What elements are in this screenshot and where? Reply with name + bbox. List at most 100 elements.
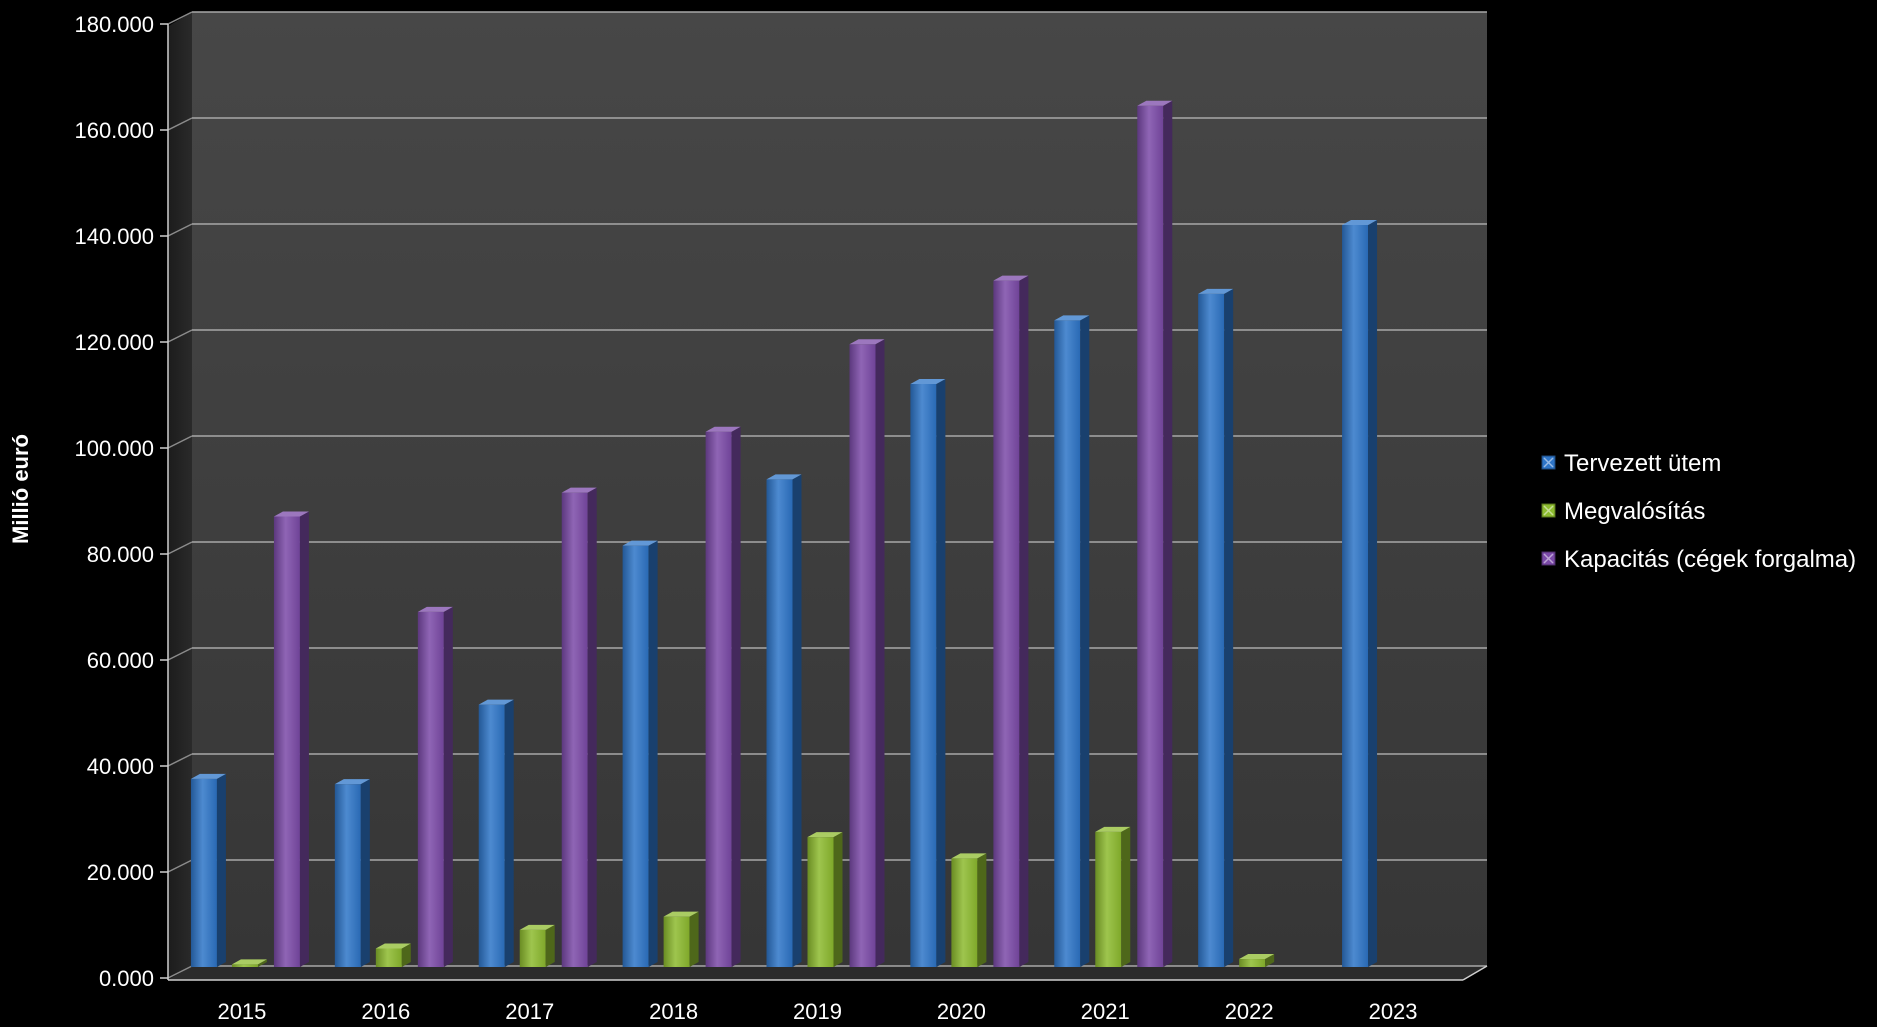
bar-top bbox=[1054, 315, 1090, 321]
bar bbox=[766, 474, 802, 967]
bar bbox=[1054, 315, 1090, 967]
bar-side bbox=[587, 487, 597, 967]
gridline-side bbox=[167, 435, 193, 449]
bar-top bbox=[993, 275, 1029, 281]
bar bbox=[478, 699, 514, 967]
bar-front bbox=[849, 344, 876, 967]
legend-swatch-mark bbox=[1543, 553, 1554, 564]
bar-side bbox=[360, 779, 370, 967]
legend-item: Tervezett ütem bbox=[1541, 450, 1721, 477]
bar-side bbox=[936, 379, 946, 967]
legend-item: Megvalósítás bbox=[1541, 498, 1705, 525]
bar-top bbox=[1095, 826, 1131, 832]
bar-side bbox=[977, 853, 987, 967]
bar bbox=[705, 426, 741, 967]
bar-front bbox=[622, 545, 649, 967]
y-tick-label: 20.000 bbox=[87, 860, 154, 885]
bar-side bbox=[1163, 100, 1173, 967]
bar-side bbox=[545, 924, 555, 967]
legend-swatch-mark bbox=[1543, 505, 1554, 516]
y-axis-title: Millió euró bbox=[8, 434, 33, 544]
x-tick-label: 2016 bbox=[361, 999, 410, 1022]
bar-front bbox=[190, 778, 217, 967]
bar-side bbox=[731, 426, 741, 967]
bar bbox=[417, 606, 453, 967]
bar-top bbox=[231, 959, 267, 965]
y-tick-label: 140.000 bbox=[74, 224, 154, 249]
bar-side bbox=[216, 773, 226, 967]
bar-side bbox=[1224, 288, 1234, 967]
y-tick-label: 180.000 bbox=[74, 12, 154, 37]
bar-front bbox=[807, 837, 834, 967]
legend-label: Kapacitás (cégek forgalma) bbox=[1564, 546, 1856, 573]
bar-side bbox=[1368, 220, 1378, 967]
bar-front bbox=[561, 492, 588, 967]
bar-side bbox=[443, 606, 453, 967]
bar-front bbox=[375, 948, 402, 967]
x-tick-label: 2023 bbox=[1369, 999, 1418, 1022]
bar-front bbox=[417, 611, 444, 967]
bar bbox=[561, 487, 597, 967]
bar-side bbox=[689, 911, 699, 967]
bar bbox=[1239, 954, 1275, 967]
bar-top bbox=[417, 606, 453, 612]
bar-top bbox=[1198, 288, 1234, 294]
bar-front bbox=[334, 784, 361, 967]
bar-top bbox=[910, 379, 946, 384]
gridline-side bbox=[167, 541, 193, 555]
y-tick-label: 160.000 bbox=[74, 118, 154, 143]
gridline-side bbox=[167, 329, 193, 343]
bar-side bbox=[792, 474, 802, 967]
bar-top bbox=[519, 924, 555, 930]
bar-side bbox=[1080, 315, 1090, 967]
x-tick-label: 2019 bbox=[793, 999, 842, 1022]
y-tick-label: 40.000 bbox=[87, 754, 154, 779]
gridline-side bbox=[167, 965, 193, 979]
y-tick-label: 0.000 bbox=[99, 966, 154, 991]
bar-top bbox=[705, 426, 741, 432]
bar bbox=[1198, 288, 1234, 967]
gridline-side bbox=[167, 753, 193, 767]
bar-side bbox=[257, 959, 267, 967]
plot-back-wall bbox=[192, 12, 1487, 966]
legend-label: Tervezett ütem bbox=[1564, 450, 1721, 477]
bar bbox=[993, 275, 1029, 967]
bar-top bbox=[1342, 220, 1378, 225]
bar-top bbox=[561, 487, 597, 493]
y-tick-label: 120.000 bbox=[74, 330, 154, 355]
bar-top bbox=[1137, 100, 1173, 106]
bar-top bbox=[622, 540, 658, 546]
bar bbox=[1342, 220, 1378, 967]
bar bbox=[1095, 826, 1131, 967]
bar-side bbox=[1019, 275, 1029, 967]
bar-top bbox=[766, 474, 802, 480]
bar-front bbox=[273, 516, 300, 967]
x-tick-label: 2022 bbox=[1225, 999, 1274, 1022]
x-tick-label: 2021 bbox=[1081, 999, 1130, 1022]
bar-top bbox=[663, 911, 699, 917]
y-tick-label: 100.000 bbox=[74, 436, 154, 461]
bar-top bbox=[273, 511, 309, 517]
bar bbox=[663, 911, 699, 967]
bar bbox=[190, 773, 226, 967]
bar-side bbox=[648, 540, 658, 967]
x-axis-edge bbox=[1462, 965, 1488, 981]
bar-front bbox=[951, 858, 978, 967]
bar-side bbox=[1265, 954, 1275, 967]
bar-side bbox=[299, 511, 309, 967]
legend-label: Megvalósítás bbox=[1564, 498, 1705, 525]
bar-top bbox=[375, 943, 411, 949]
bar-front bbox=[766, 479, 793, 967]
bar bbox=[519, 924, 555, 967]
y-tick-label: 60.000 bbox=[87, 648, 154, 673]
bar bbox=[622, 540, 658, 967]
bar-front bbox=[1342, 225, 1369, 967]
gridline-side bbox=[167, 11, 193, 25]
bar-front bbox=[663, 916, 690, 967]
bar-front bbox=[231, 964, 258, 967]
gridline-side bbox=[167, 859, 193, 873]
bar-front bbox=[1095, 831, 1122, 967]
x-tick-label: 2018 bbox=[649, 999, 698, 1022]
